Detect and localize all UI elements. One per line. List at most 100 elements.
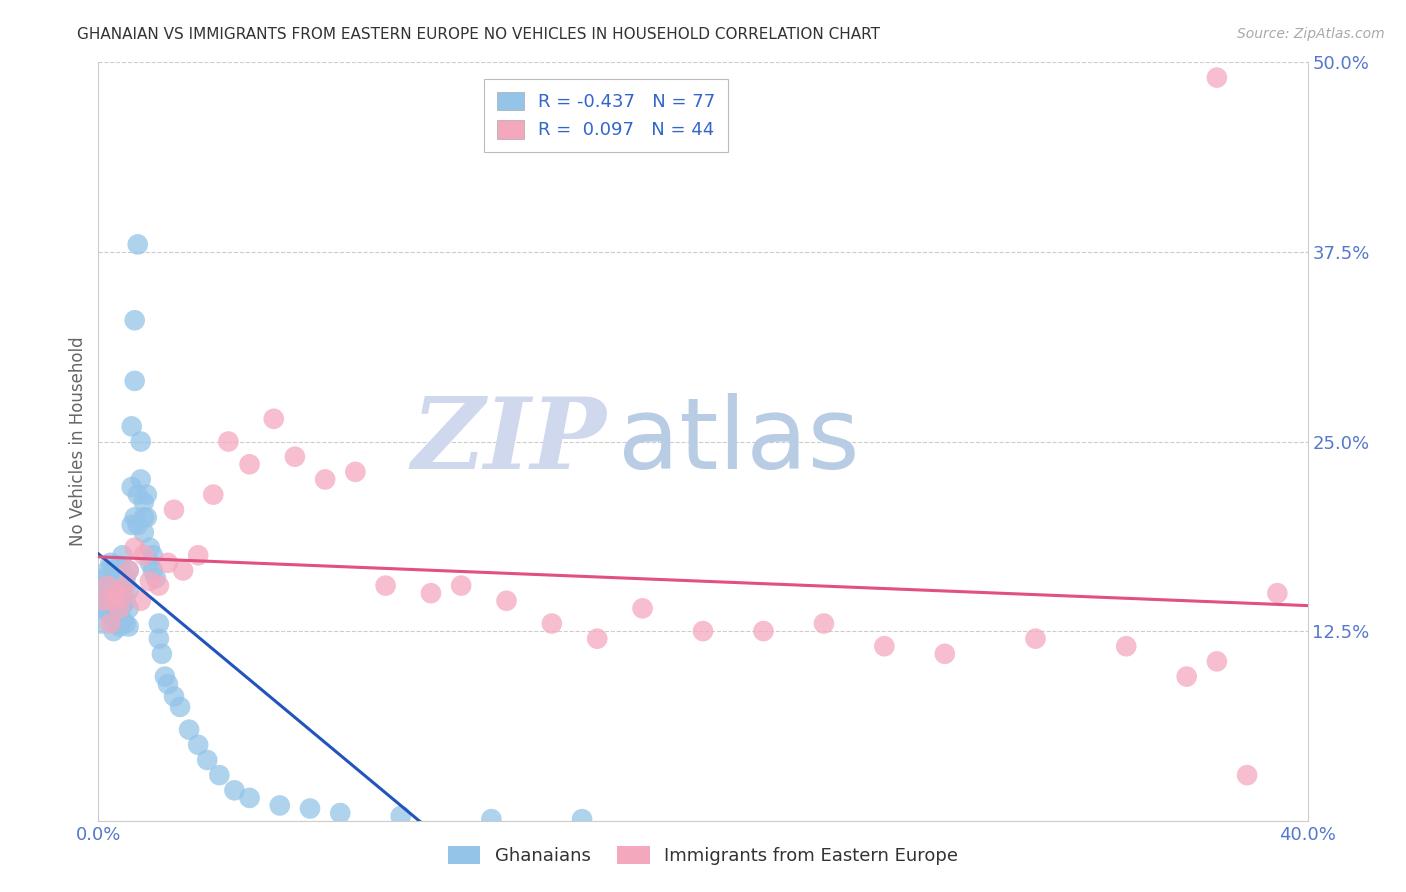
Point [118,619,141,633]
Point [299,801,322,815]
Point [100,594,122,608]
Point [269,798,291,813]
Point [121,480,143,494]
Point [124,374,146,388]
Point [100,579,122,593]
Point [148,632,170,646]
Point [142,548,165,563]
Point [163,690,186,704]
Point [103,589,125,603]
Point [1206,70,1229,85]
Point [118,564,141,578]
Point [127,237,149,252]
Point [114,594,136,608]
Point [224,783,246,797]
Point [114,616,136,631]
Point [217,434,239,449]
Legend: R = -0.437   N = 77, R =  0.097   N = 44: R = -0.437 N = 77, R = 0.097 N = 44 [484,79,728,152]
Point [374,579,396,593]
Point [96,601,118,615]
Point [100,556,122,570]
Point [284,450,307,464]
Point [90,616,112,631]
Point [239,458,262,472]
Point [156,556,179,570]
Point [124,510,146,524]
Point [934,647,956,661]
Point [90,601,112,615]
Point [873,639,896,653]
Point [121,419,143,434]
Point [145,571,167,585]
Point [114,579,136,593]
Point [1267,586,1289,600]
Point [156,677,179,691]
Point [1175,669,1198,683]
Point [127,517,149,532]
Point [108,558,131,573]
Point [108,604,131,618]
Point [153,669,176,683]
Point [571,812,593,826]
Point [111,583,134,598]
Point [132,510,155,524]
Y-axis label: No Vehicles in Household: No Vehicles in Household [69,336,87,547]
Point [263,412,285,426]
Point [495,594,517,608]
Point [420,586,443,600]
Point [93,594,115,608]
Point [139,574,162,588]
Point [121,517,143,532]
Point [103,624,125,639]
Point [150,647,173,661]
Point [105,583,128,598]
Point [105,599,128,613]
Point [139,541,162,555]
Point [135,510,157,524]
Point [108,601,131,615]
Point [105,586,128,600]
Point [118,601,141,615]
Text: GHANAIAN VS IMMIGRANTS FROM EASTERN EUROPE NO VEHICLES IN HOUSEHOLD CORRELATION : GHANAIAN VS IMMIGRANTS FROM EASTERN EURO… [77,27,880,42]
Point [132,495,155,509]
Point [692,624,714,639]
Point [314,473,336,487]
Point [132,525,155,540]
Point [187,548,209,563]
Point [100,608,122,623]
Point [111,599,134,613]
Point [114,571,136,585]
Text: Source: ZipAtlas.com: Source: ZipAtlas.com [1237,27,1385,41]
Point [135,487,157,501]
Point [105,616,128,631]
Text: ZIP: ZIP [412,393,606,490]
Point [129,594,152,608]
Point [148,579,170,593]
Point [129,434,152,449]
Text: atlas: atlas [619,393,860,490]
Point [118,564,141,578]
Point [105,568,128,582]
Point [813,616,835,631]
Point [179,723,201,737]
Point [103,604,125,618]
Point [148,616,170,631]
Point [540,616,562,631]
Point [163,503,186,517]
Point [103,574,125,588]
Point [752,624,775,639]
Point [100,616,122,631]
Point [111,614,134,628]
Point [108,589,131,603]
Point [96,564,118,578]
Point [124,313,146,327]
Point [93,594,115,608]
Point [329,806,352,821]
Point [96,579,118,593]
Point [169,699,191,714]
Point [129,473,152,487]
Point [108,619,131,633]
Point [118,583,141,598]
Legend: Ghanaians, Immigrants from Eastern Europe: Ghanaians, Immigrants from Eastern Europ… [439,837,967,874]
Point [1236,768,1258,782]
